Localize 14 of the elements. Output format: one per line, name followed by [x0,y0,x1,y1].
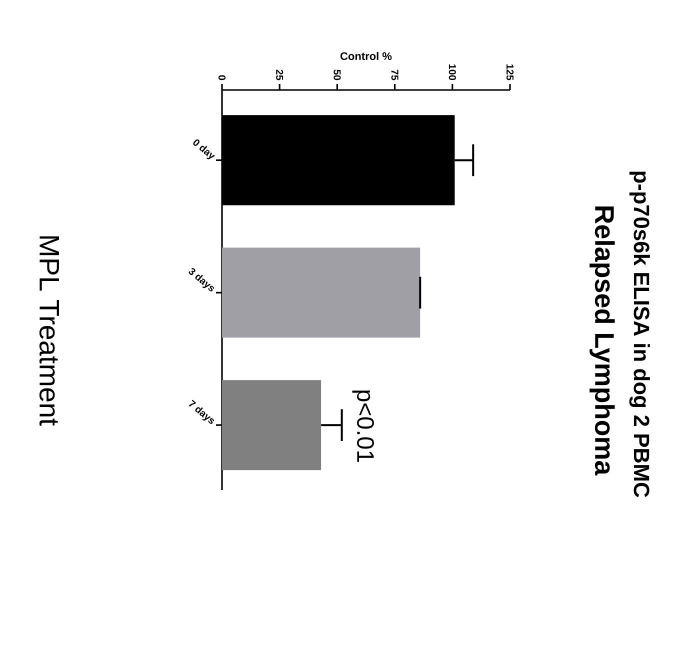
x-tick-label: 75 [391,70,398,80]
bar [222,380,322,470]
bar [222,248,420,338]
x-tick-label: 0 [218,75,226,80]
x-tick-label: 50 [334,70,341,80]
annotation: p<0.01 [352,390,374,462]
y-tick-label: 0 day [193,139,215,160]
x-axis-title: Control % [340,52,392,60]
x-tick-label: 100 [448,64,456,80]
text: Relapsed Lymphoma [590,206,615,476]
x-tick-label: 25 [276,70,284,80]
text: p-p70s6k ELISA in dog 2 PBMC [629,172,650,498]
y-axis-title: MPL Treatment [39,236,59,426]
x-tick-label: 125 [506,64,514,80]
